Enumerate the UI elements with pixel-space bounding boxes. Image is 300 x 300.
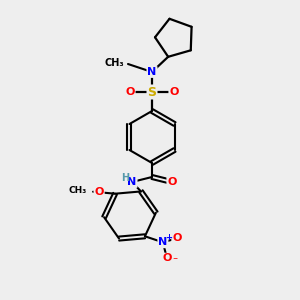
Text: CH₃: CH₃ (69, 186, 87, 195)
Text: O: O (162, 253, 172, 263)
Text: O: O (169, 87, 179, 97)
Text: CH₃: CH₃ (104, 58, 124, 68)
Text: O: O (125, 87, 135, 97)
Text: S: S (148, 85, 157, 98)
Text: H: H (121, 173, 129, 183)
Text: N: N (128, 177, 136, 187)
Text: +: + (165, 233, 172, 242)
Text: O: O (172, 233, 182, 243)
Text: ⁻: ⁻ (172, 256, 178, 266)
Text: N: N (158, 237, 167, 247)
Text: N: N (147, 67, 157, 77)
Text: O: O (167, 177, 177, 187)
Text: O: O (94, 187, 104, 197)
